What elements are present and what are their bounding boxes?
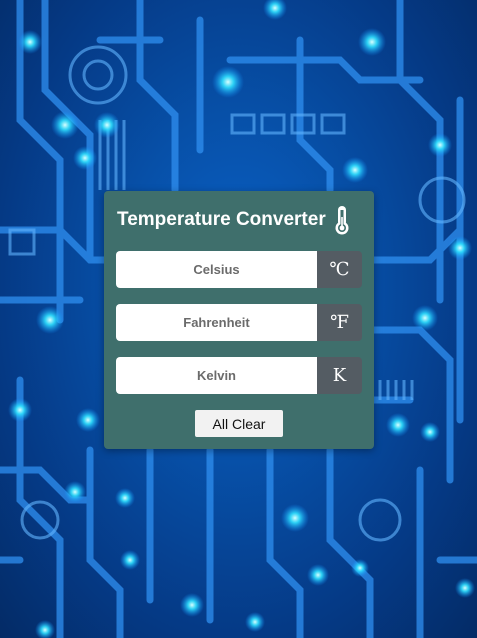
celsius-input[interactable]	[116, 251, 317, 288]
fahrenheit-input[interactable]	[116, 304, 317, 341]
fahrenheit-unit-label: ℉	[317, 304, 362, 341]
all-clear-button[interactable]: All Clear	[195, 410, 283, 437]
kelvin-unit-label: K	[317, 357, 362, 394]
thermometer-icon	[335, 206, 349, 235]
kelvin-input[interactable]	[116, 357, 317, 394]
title-row: Temperature Converter	[117, 205, 365, 235]
converter-card: Temperature Converter ℃ ℉ K All Clear	[104, 191, 374, 449]
fahrenheit-row: ℉	[116, 304, 362, 341]
app-title: Temperature Converter	[117, 209, 326, 230]
celsius-row: ℃	[116, 251, 362, 288]
kelvin-row: K	[116, 357, 362, 394]
celsius-unit-label: ℃	[317, 251, 362, 288]
